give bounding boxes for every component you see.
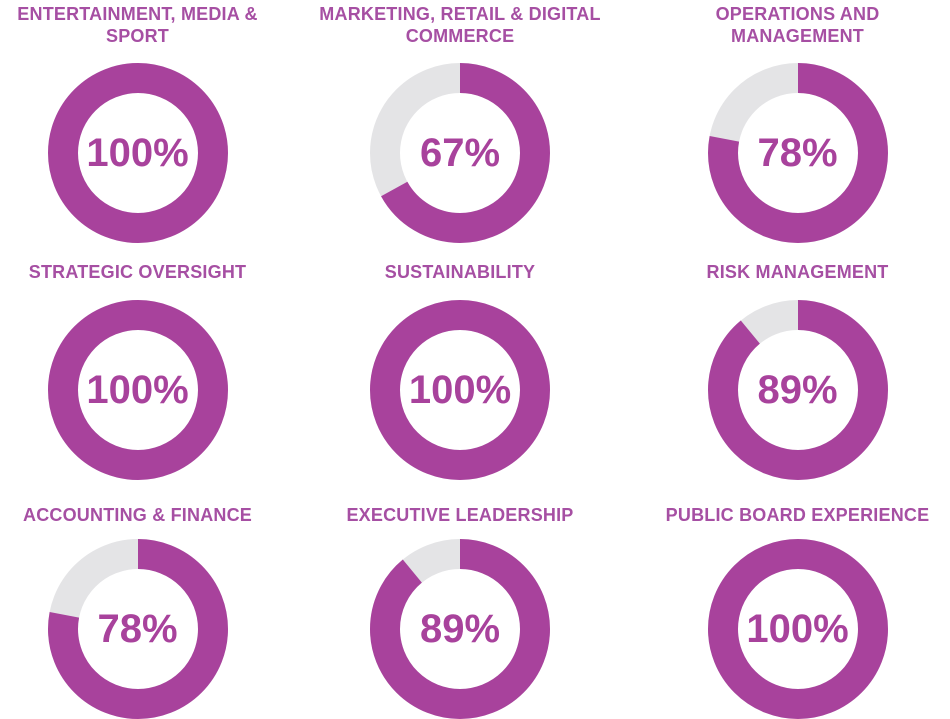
donut-svg: [47, 300, 228, 480]
chart-title: RISK MANAGEMENT: [706, 262, 889, 282]
chart-title: SUSTAINABILITY: [384, 262, 536, 282]
percent-value: 100%: [86, 130, 189, 175]
percent-value: 100%: [408, 367, 512, 412]
chart-cell: SUSTAINABILITY 100%: [275, 250, 645, 485]
percent-value: 89%: [419, 606, 501, 651]
donut-chart: 67%: [370, 63, 550, 243]
donut-chart: 89%: [707, 300, 888, 480]
donut-svg: [370, 300, 550, 480]
donut-chart: 78%: [707, 63, 888, 243]
chart-cell: STRATEGIC OVERSIGHT 100%: [0, 250, 275, 485]
donut-value-ring: [47, 300, 228, 480]
donut-value-ring: [370, 300, 550, 480]
chart-cell: OPERATIONS AND MANAGEMENT 78%: [645, 0, 950, 250]
chart-title: STRATEGIC OVERSIGHT: [28, 262, 247, 282]
percent-value: 100%: [86, 367, 189, 412]
chart-title: MARKETING, RETAIL & DIGITAL COMMERCE: [319, 4, 601, 46]
donut-svg: [707, 300, 888, 480]
chart-title: ENTERTAINMENT, MEDIA & SPORT: [17, 4, 258, 46]
donut-value-ring: [370, 63, 550, 243]
donut-chart: 100%: [47, 300, 228, 480]
percent-value: 100%: [746, 606, 849, 651]
donut-value-ring: [47, 63, 228, 243]
chart-cell: MARKETING, RETAIL & DIGITAL COMMERCE 67%: [275, 0, 645, 250]
donut-svg: [370, 539, 550, 719]
donut-chart: 78%: [47, 539, 228, 719]
chart-title: EXECUTIVE LEADERSHIP: [346, 505, 574, 525]
donut-svg: [370, 63, 550, 243]
donut-svg: [707, 539, 888, 719]
percent-value: 78%: [757, 130, 838, 175]
percent-value: 78%: [97, 606, 178, 651]
chart-title: PUBLIC BOARD EXPERIENCE: [665, 505, 930, 525]
donut-svg: [707, 63, 888, 243]
donut-svg: [47, 63, 228, 243]
percent-value: 89%: [757, 367, 838, 412]
chart-cell: ENTERTAINMENT, MEDIA & SPORT 100%: [0, 0, 275, 250]
donut-value-ring: [707, 300, 888, 480]
donut-chart: 89%: [370, 539, 550, 719]
chart-cell: PUBLIC BOARD EXPERIENCE 100%: [645, 485, 950, 719]
donut-value-ring: [707, 63, 888, 243]
donut-chart: 100%: [370, 300, 550, 480]
donut-value-ring: [370, 539, 550, 719]
chart-cell: RISK MANAGEMENT 89%: [645, 250, 950, 485]
donut-svg: [47, 539, 228, 719]
donut-value-ring: [707, 539, 888, 719]
chart-title: OPERATIONS AND MANAGEMENT: [715, 4, 880, 46]
chart-cell: ACCOUNTING & FINANCE 78%: [0, 485, 275, 719]
donut-chart: 100%: [707, 539, 888, 719]
chart-title: ACCOUNTING & FINANCE: [23, 505, 252, 525]
donut-chart: 100%: [47, 63, 228, 243]
chart-cell: EXECUTIVE LEADERSHIP 89%: [275, 485, 645, 719]
donut-value-ring: [47, 539, 228, 719]
percent-value: 67%: [419, 130, 501, 175]
